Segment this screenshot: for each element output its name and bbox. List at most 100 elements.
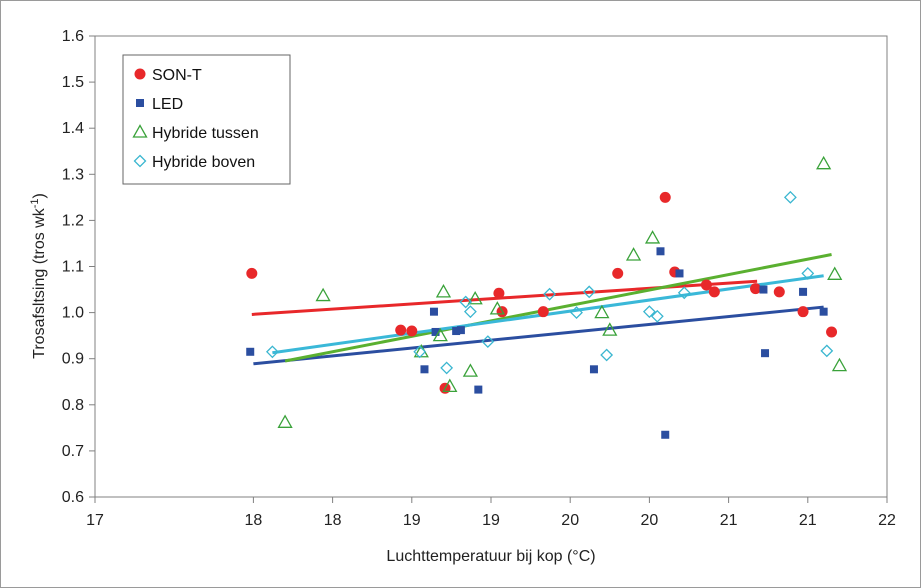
point-led [420, 365, 429, 374]
point-hybride-boven [413, 345, 427, 359]
y-tick-label: 0.7 [62, 443, 84, 460]
point-hybride-boven [677, 286, 691, 300]
x-tick-label: 18 [324, 512, 342, 529]
point-led [474, 385, 483, 394]
point-led [431, 327, 440, 336]
point-hybride-boven [801, 266, 815, 280]
point-hybride-boven [642, 305, 656, 319]
x-axis-title: Luchttemperatuur bij kop (°C) [386, 548, 595, 565]
y-tick-label: 1.4 [62, 120, 84, 137]
point-hybride-boven [440, 361, 454, 375]
point-hybride-tussen [625, 247, 642, 261]
trendline-led [253, 305, 824, 366]
point-hybride-boven [650, 309, 664, 323]
y-tick-label: 0.8 [62, 397, 84, 414]
legend-marker-son-t [134, 68, 146, 80]
point-led [246, 347, 255, 356]
point-son-t [493, 287, 505, 299]
point-hybride-tussen [644, 230, 661, 244]
x-tick-label: 20 [561, 512, 579, 529]
point-hybride-tussen [827, 266, 843, 280]
legend-marker-led [136, 99, 144, 107]
point-hybride-boven [582, 285, 596, 299]
point-son-t [708, 286, 720, 298]
data-points [246, 155, 848, 439]
point-hybride-tussen [432, 327, 448, 342]
point-hybride-boven [600, 348, 614, 362]
y-tick-label: 1.3 [62, 166, 84, 183]
point-son-t [659, 191, 671, 203]
legend-items: SON-T LED Hybride tussen Hybride boven [132, 67, 259, 171]
y-tick-label: 1.0 [62, 305, 84, 322]
point-hybride-boven [463, 305, 477, 319]
x-tick-label: 17 [86, 512, 104, 529]
point-son-t [406, 325, 418, 337]
point-led [429, 307, 438, 316]
point-led [661, 430, 670, 439]
y-axis-title-main: Trosafsltsing (tros wk [31, 207, 48, 359]
point-son-t [612, 267, 624, 279]
x-axis-ticks: 17 18 18 19 19 20 20 21 21 22 [86, 497, 896, 529]
y-axis-title-end: ) [31, 193, 48, 198]
point-hybride-boven [459, 295, 473, 309]
point-led [456, 326, 465, 335]
point-son-t [395, 324, 407, 336]
point-son-t [700, 279, 712, 291]
y-tick-label: 0.6 [62, 489, 84, 506]
legend-label-hybride-tussen: Hybride tussen [152, 125, 259, 142]
legend-marker-hybride-tussen [132, 124, 148, 138]
y-axis-ticks: 0.6 0.7 0.8 0.9 1.0 1.1 1.2 1.3 1.4 1.5 1.6 [62, 28, 95, 506]
x-tick-label: 21 [720, 512, 738, 529]
point-hybride-boven [543, 287, 557, 301]
legend-label-led: LED [152, 96, 183, 113]
point-hybride-tussen [489, 301, 505, 315]
point-led [452, 327, 461, 336]
y-axis-title-superscript: -1 [29, 199, 41, 209]
y-tick-label: 1.2 [62, 212, 84, 229]
point-hybride-tussen [602, 322, 618, 336]
legend-label-son-t: SON-T [152, 67, 202, 84]
point-son-t [826, 326, 838, 338]
point-hybride-tussen [816, 155, 832, 170]
point-son-t [750, 283, 762, 295]
point-son-t [773, 286, 785, 298]
x-tick-label: 22 [878, 512, 896, 529]
point-hybride-boven [570, 306, 583, 320]
point-led [761, 349, 770, 358]
legend-marker-hybride-boven [133, 154, 147, 168]
legend-label-hybride-boven: Hybride boven [152, 154, 255, 171]
y-tick-label: 0.9 [62, 351, 84, 368]
point-led [759, 285, 768, 294]
point-hybride-tussen [467, 290, 483, 305]
x-tick-label: 21 [799, 512, 817, 529]
x-tick-label: 19 [482, 512, 500, 529]
legend: SON-T LED Hybride tussen Hybride boven [122, 54, 291, 185]
point-hybride-tussen [462, 363, 479, 377]
point-hybride-boven [265, 345, 279, 359]
y-tick-label: 1.6 [62, 28, 84, 45]
point-led [675, 269, 684, 278]
point-hybride-tussen [435, 284, 452, 298]
point-led [799, 287, 808, 296]
y-axis-title: Trosafsltsing (tros wk-1) [29, 193, 48, 359]
y-tick-label: 1.1 [62, 259, 84, 276]
x-tick-label: 19 [403, 512, 421, 529]
x-tick-label: 18 [245, 512, 263, 529]
point-hybride-boven [481, 335, 495, 349]
point-hybride-tussen [315, 287, 331, 302]
trendline-hybride-tussen [284, 253, 832, 363]
point-son-t [797, 306, 809, 318]
point-hybride-tussen [831, 357, 848, 372]
point-led [819, 307, 828, 316]
x-tick-label: 20 [641, 512, 659, 529]
point-led [656, 247, 665, 256]
y-tick-label: 1.5 [62, 74, 84, 91]
point-hybride-tussen [594, 304, 610, 319]
point-hybride-boven [820, 344, 834, 358]
point-son-t [537, 306, 549, 318]
legend-box [122, 54, 291, 185]
point-hybride-tussen [277, 414, 293, 428]
point-son-t [246, 267, 258, 279]
point-led [589, 365, 598, 374]
